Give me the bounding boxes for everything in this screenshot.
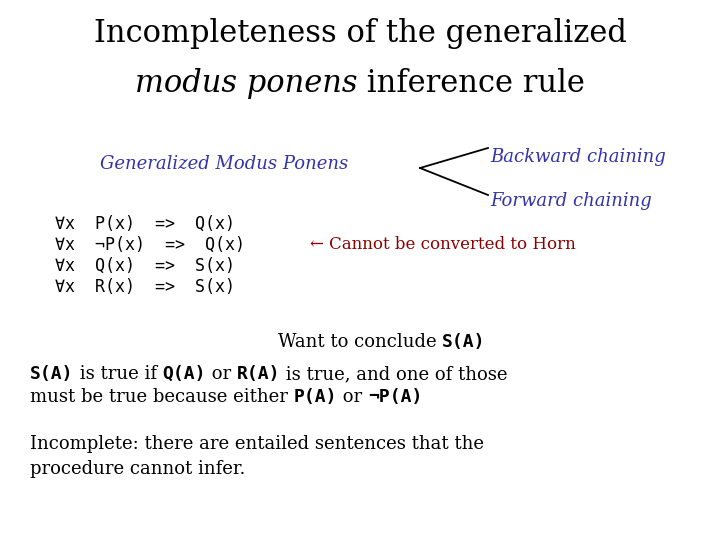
Text: is true, and one of those: is true, and one of those — [280, 365, 508, 383]
Text: P(A): P(A) — [294, 388, 337, 406]
Text: ∀x  Q(x)  =>  S(x): ∀x Q(x) => S(x) — [55, 257, 235, 275]
Text: is true if: is true if — [73, 365, 162, 383]
Text: modus ponens: modus ponens — [135, 68, 357, 99]
Text: or: or — [206, 365, 237, 383]
Text: S(A): S(A) — [30, 365, 73, 383]
Text: inference rule: inference rule — [357, 68, 585, 99]
Text: Incompleteness of the generalized: Incompleteness of the generalized — [94, 18, 626, 49]
Text: Want to conclude: Want to conclude — [278, 333, 442, 351]
Text: Incomplete: there are entailed sentences that the: Incomplete: there are entailed sentences… — [30, 435, 484, 453]
Text: Forward chaining: Forward chaining — [490, 192, 652, 210]
Text: ← Cannot be converted to Horn: ← Cannot be converted to Horn — [310, 236, 576, 253]
Text: ¬P(A): ¬P(A) — [368, 388, 423, 406]
Text: Backward chaining: Backward chaining — [490, 148, 666, 166]
Text: Q(A): Q(A) — [162, 365, 206, 383]
Text: ∀x  P(x)  =>  Q(x): ∀x P(x) => Q(x) — [55, 215, 235, 233]
Text: S(A): S(A) — [442, 333, 486, 351]
Text: procedure cannot infer.: procedure cannot infer. — [30, 460, 246, 478]
Text: Generalized Modus Ponens: Generalized Modus Ponens — [100, 155, 348, 173]
Text: R(A): R(A) — [237, 365, 280, 383]
Text: or: or — [337, 388, 368, 406]
Text: ∀x  ¬P(x)  =>  Q(x): ∀x ¬P(x) => Q(x) — [55, 236, 245, 254]
Text: must be true because either: must be true because either — [30, 388, 294, 406]
Text: ∀x  R(x)  =>  S(x): ∀x R(x) => S(x) — [55, 278, 235, 296]
